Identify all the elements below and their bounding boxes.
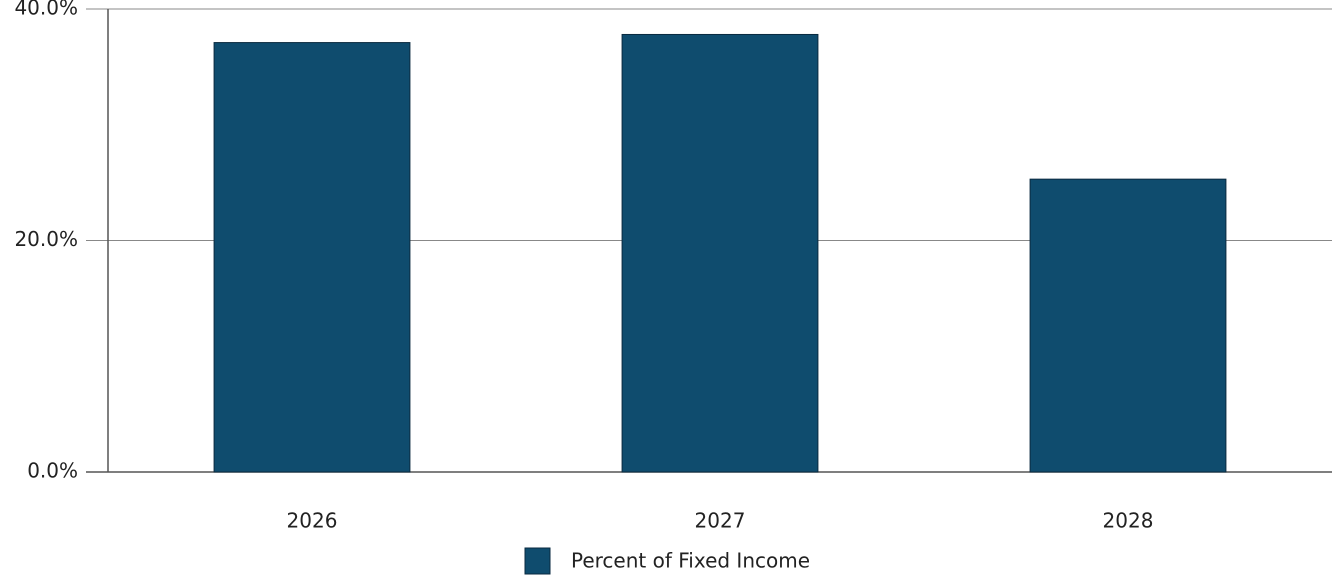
y-tick-label: 0.0% <box>27 459 78 483</box>
x-tick-label: 2028 <box>1103 509 1154 533</box>
legend-swatch <box>524 547 551 575</box>
legend-label: Percent of Fixed Income <box>571 549 810 573</box>
x-tick-label: 2026 <box>287 509 338 533</box>
y-tick-label: 40.0% <box>14 0 78 20</box>
bar <box>1029 178 1227 473</box>
bar <box>621 33 819 473</box>
bar <box>213 42 411 473</box>
x-tick-label: 2027 <box>695 509 746 533</box>
y-tick-label: 20.0% <box>14 227 78 251</box>
